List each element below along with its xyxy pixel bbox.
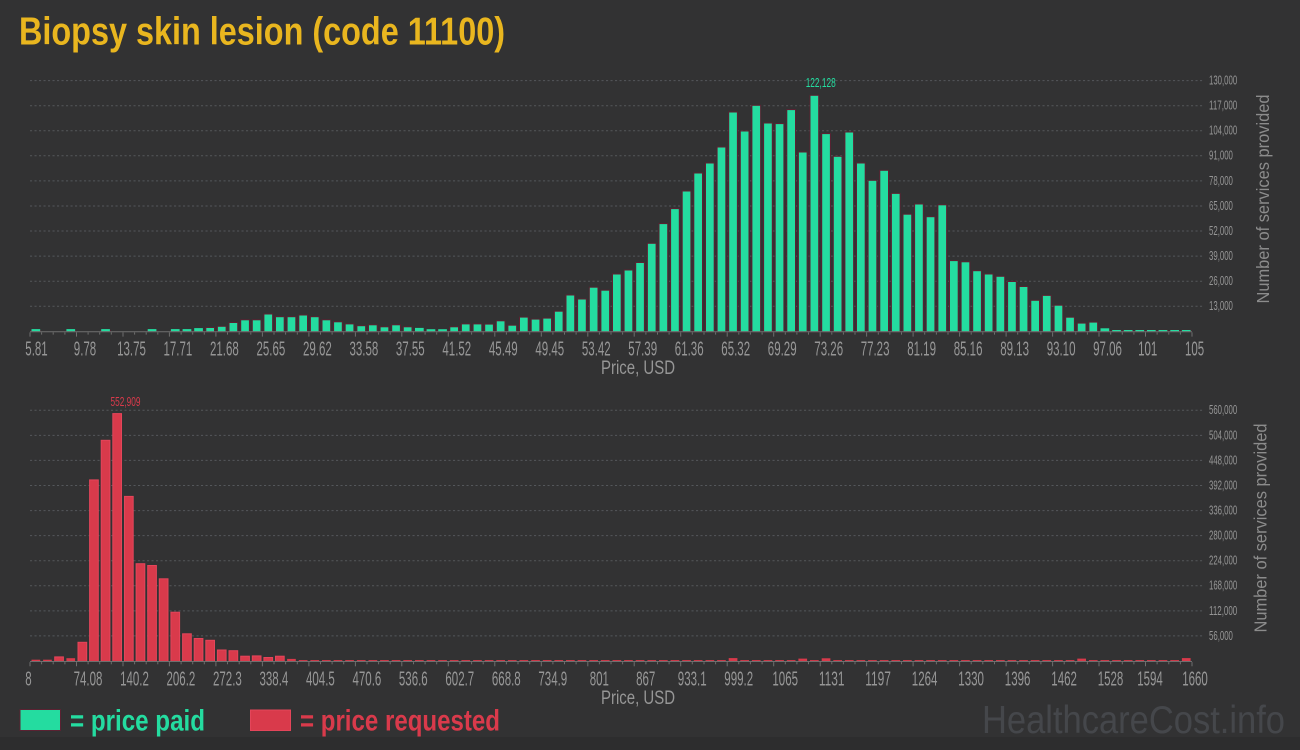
svg-text:105: 105	[1185, 339, 1204, 361]
svg-text:734.9: 734.9	[538, 669, 567, 691]
svg-text:1264: 1264	[912, 669, 938, 691]
svg-text:1594: 1594	[1137, 669, 1163, 691]
svg-text:13.75: 13.75	[117, 339, 146, 361]
svg-text:338.4: 338.4	[260, 669, 289, 691]
svg-text:560,000: 560,000	[1209, 403, 1237, 417]
svg-text:112,000: 112,000	[1209, 604, 1237, 618]
svg-text:1660: 1660	[1182, 669, 1208, 691]
svg-text:9.78: 9.78	[74, 339, 96, 361]
svg-text:280,000: 280,000	[1209, 529, 1237, 543]
svg-text:117,000: 117,000	[1209, 99, 1237, 113]
svg-text:52,000: 52,000	[1209, 224, 1233, 238]
svg-text:41.52: 41.52	[442, 339, 471, 361]
svg-text:668.8: 668.8	[492, 669, 521, 691]
svg-text:65,000: 65,000	[1209, 199, 1233, 213]
svg-text:Biopsy skin lesion (code 11100: Biopsy skin lesion (code 11100)	[19, 11, 505, 54]
svg-text:Number of services provided: Number of services provided	[1251, 424, 1271, 633]
svg-text:25.65: 25.65	[257, 339, 286, 361]
svg-text:Price, USD: Price, USD	[601, 688, 675, 709]
svg-text:Price, USD: Price, USD	[601, 358, 675, 379]
svg-text:85.16: 85.16	[954, 339, 983, 361]
svg-text:1131: 1131	[819, 669, 845, 691]
svg-text:53.42: 53.42	[582, 339, 611, 361]
svg-text:392,000: 392,000	[1209, 478, 1237, 492]
svg-text:801: 801	[590, 669, 609, 691]
svg-text:122,128: 122,128	[806, 76, 836, 90]
svg-text:101: 101	[1138, 339, 1157, 361]
svg-text:1396: 1396	[1005, 669, 1031, 691]
svg-text:Number of services provided: Number of services provided	[1253, 95, 1273, 304]
svg-text:49.45: 49.45	[535, 339, 564, 361]
svg-text:= price paid: = price paid	[70, 705, 205, 738]
svg-text:45.49: 45.49	[489, 339, 518, 361]
svg-text:33.58: 33.58	[350, 339, 379, 361]
svg-text:470.6: 470.6	[353, 669, 382, 691]
svg-text:999.2: 999.2	[724, 669, 753, 691]
svg-text:130,000: 130,000	[1209, 74, 1237, 88]
svg-text:536.6: 536.6	[399, 669, 428, 691]
svg-text:39,000: 39,000	[1209, 249, 1233, 263]
svg-text:56,000: 56,000	[1209, 629, 1233, 643]
svg-text:89.13: 89.13	[1000, 339, 1029, 361]
svg-text:448,000: 448,000	[1209, 453, 1237, 467]
svg-text:61.36: 61.36	[675, 339, 704, 361]
svg-text:933.1: 933.1	[678, 669, 707, 691]
svg-text:867: 867	[636, 669, 655, 691]
svg-text:336,000: 336,000	[1209, 504, 1237, 518]
svg-text:77.23: 77.23	[861, 339, 890, 361]
svg-text:140.2: 140.2	[120, 669, 149, 691]
svg-text:74.08: 74.08	[74, 669, 103, 691]
svg-text:78,000: 78,000	[1209, 174, 1233, 188]
svg-text:504,000: 504,000	[1209, 428, 1237, 442]
svg-text:97.06: 97.06	[1093, 339, 1122, 361]
svg-text:91,000: 91,000	[1209, 149, 1233, 163]
svg-text:206.2: 206.2	[167, 669, 196, 691]
svg-text:104,000: 104,000	[1209, 124, 1237, 138]
svg-text:224,000: 224,000	[1209, 554, 1237, 568]
svg-text:5.81: 5.81	[25, 339, 47, 361]
svg-text:21.68: 21.68	[210, 339, 239, 361]
svg-text:1197: 1197	[865, 669, 891, 691]
svg-text:65.32: 65.32	[721, 339, 750, 361]
svg-text:552,909: 552,909	[111, 395, 141, 409]
svg-text:= price requested: = price requested	[300, 705, 500, 738]
svg-text:168,000: 168,000	[1209, 579, 1237, 593]
svg-text:404.5: 404.5	[306, 669, 335, 691]
svg-text:29.62: 29.62	[303, 339, 332, 361]
svg-text:69.29: 69.29	[768, 339, 797, 361]
svg-text:HealthcareCost.info: HealthcareCost.info	[982, 699, 1285, 742]
svg-text:37.55: 37.55	[396, 339, 425, 361]
svg-text:57.39: 57.39	[628, 339, 657, 361]
svg-text:1528: 1528	[1098, 669, 1124, 691]
svg-text:81.19: 81.19	[907, 339, 936, 361]
svg-text:13,000: 13,000	[1209, 299, 1233, 313]
svg-text:272.3: 272.3	[213, 669, 242, 691]
svg-text:17.71: 17.71	[164, 339, 193, 361]
svg-text:602.7: 602.7	[445, 669, 474, 691]
svg-text:26,000: 26,000	[1209, 274, 1233, 288]
svg-text:1330: 1330	[958, 669, 984, 691]
svg-text:1065: 1065	[772, 669, 798, 691]
svg-text:73.26: 73.26	[814, 339, 843, 361]
svg-text:8: 8	[25, 669, 31, 691]
svg-text:93.10: 93.10	[1047, 339, 1076, 361]
svg-text:1462: 1462	[1051, 669, 1077, 691]
